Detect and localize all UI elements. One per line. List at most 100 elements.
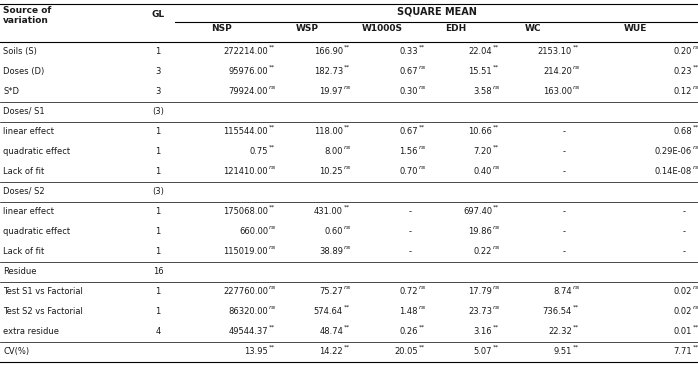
Text: 1: 1 <box>156 147 161 156</box>
Text: **: ** <box>693 125 698 130</box>
Text: **: ** <box>269 125 275 130</box>
Text: 1: 1 <box>156 207 161 216</box>
Text: **: ** <box>693 65 698 70</box>
Text: ns: ns <box>419 285 426 290</box>
Text: 4: 4 <box>156 327 161 336</box>
Text: **: ** <box>344 65 350 70</box>
Text: ns: ns <box>269 305 276 310</box>
Text: ns: ns <box>269 245 276 250</box>
Text: ns: ns <box>269 285 276 290</box>
Text: 0.30: 0.30 <box>399 87 418 96</box>
Text: 0.67: 0.67 <box>399 67 418 76</box>
Text: **: ** <box>344 45 350 50</box>
Text: ns: ns <box>573 65 580 70</box>
Text: 3.58: 3.58 <box>473 87 492 96</box>
Text: ns: ns <box>269 165 276 170</box>
Text: 7.20: 7.20 <box>473 147 492 156</box>
Text: (3): (3) <box>152 107 164 116</box>
Text: ns: ns <box>269 85 276 90</box>
Text: ns: ns <box>419 145 426 150</box>
Text: CV(%): CV(%) <box>3 347 29 356</box>
Text: **: ** <box>573 305 579 310</box>
Text: **: ** <box>493 325 499 330</box>
Text: 48.74: 48.74 <box>319 327 343 336</box>
Text: 0.75: 0.75 <box>249 147 268 156</box>
Text: -: - <box>683 207 685 216</box>
Text: **: ** <box>344 325 350 330</box>
Text: 166.90: 166.90 <box>314 47 343 56</box>
Text: **: ** <box>269 65 275 70</box>
Text: Doses/ S2: Doses/ S2 <box>3 187 45 196</box>
Text: Soils (S): Soils (S) <box>3 47 37 56</box>
Text: S*D: S*D <box>3 87 19 96</box>
Text: 115544.00: 115544.00 <box>223 127 268 136</box>
Text: ns: ns <box>573 285 580 290</box>
Text: 5.07: 5.07 <box>473 347 492 356</box>
Text: 1: 1 <box>156 127 161 136</box>
Text: ns: ns <box>493 245 500 250</box>
Text: 1: 1 <box>156 307 161 316</box>
Text: 0.60: 0.60 <box>325 227 343 236</box>
Text: **: ** <box>269 325 275 330</box>
Text: 1.48: 1.48 <box>399 307 418 316</box>
Text: 13.95: 13.95 <box>244 347 268 356</box>
Text: GL: GL <box>151 10 165 19</box>
Text: 3: 3 <box>156 67 161 76</box>
Text: 2153.10: 2153.10 <box>537 47 572 56</box>
Text: **: ** <box>573 345 579 350</box>
Text: **: ** <box>493 125 499 130</box>
Text: 38.89: 38.89 <box>319 247 343 256</box>
Text: **: ** <box>573 325 579 330</box>
Text: ns: ns <box>269 225 276 230</box>
Text: 697.40: 697.40 <box>463 207 492 216</box>
Text: ns: ns <box>693 45 698 50</box>
Text: **: ** <box>419 345 425 350</box>
Text: 75.27: 75.27 <box>319 287 343 296</box>
Text: 17.79: 17.79 <box>468 287 492 296</box>
Text: 272214.00: 272214.00 <box>223 47 268 56</box>
Text: Doses (D): Doses (D) <box>3 67 44 76</box>
Text: Test S2 vs Factorial: Test S2 vs Factorial <box>3 307 83 316</box>
Text: 0.67: 0.67 <box>399 127 418 136</box>
Text: 0.12: 0.12 <box>674 87 692 96</box>
Text: linear effect: linear effect <box>3 207 54 216</box>
Text: 115019.00: 115019.00 <box>223 247 268 256</box>
Text: 79924.00: 79924.00 <box>228 87 268 96</box>
Text: -: - <box>563 227 565 236</box>
Text: 10.25: 10.25 <box>320 167 343 176</box>
Text: ns: ns <box>693 145 698 150</box>
Text: **: ** <box>493 65 499 70</box>
Text: **: ** <box>493 145 499 150</box>
Text: 175068.00: 175068.00 <box>223 207 268 216</box>
Text: 574.64: 574.64 <box>314 307 343 316</box>
Text: 0.02: 0.02 <box>674 287 692 296</box>
Text: ns: ns <box>419 65 426 70</box>
Text: ns: ns <box>573 85 580 90</box>
Text: 660.00: 660.00 <box>239 227 268 236</box>
Text: **: ** <box>419 125 425 130</box>
Text: 121410.00: 121410.00 <box>223 167 268 176</box>
Text: ns: ns <box>344 165 351 170</box>
Text: quadratic effect: quadratic effect <box>3 147 70 156</box>
Text: 227760.00: 227760.00 <box>223 287 268 296</box>
Text: -: - <box>683 247 685 256</box>
Text: **: ** <box>419 45 425 50</box>
Text: 10.66: 10.66 <box>468 127 492 136</box>
Text: **: ** <box>493 205 499 210</box>
Text: **: ** <box>493 45 499 50</box>
Text: 163.00: 163.00 <box>543 87 572 96</box>
Text: **: ** <box>419 325 425 330</box>
Text: (3): (3) <box>152 187 164 196</box>
Text: ns: ns <box>693 285 698 290</box>
Text: -: - <box>563 127 565 136</box>
Text: 19.97: 19.97 <box>319 87 343 96</box>
Text: ns: ns <box>693 165 698 170</box>
Text: ns: ns <box>493 85 500 90</box>
Text: ns: ns <box>344 285 351 290</box>
Text: 7.71: 7.71 <box>674 347 692 356</box>
Text: 20.05: 20.05 <box>394 347 418 356</box>
Text: -: - <box>563 207 565 216</box>
Text: ns: ns <box>493 285 500 290</box>
Text: 431.00: 431.00 <box>314 207 343 216</box>
Text: -: - <box>408 207 412 216</box>
